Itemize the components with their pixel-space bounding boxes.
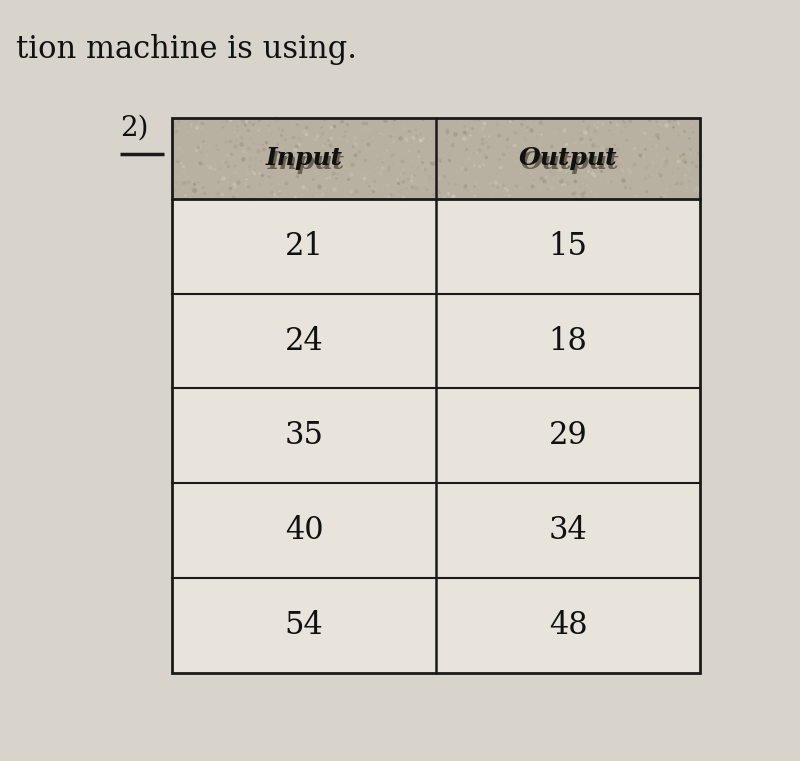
- Bar: [172, 118, 700, 199]
- Text: 35: 35: [285, 421, 323, 451]
- Text: 54: 54: [285, 610, 323, 642]
- Text: tion machine is using.: tion machine is using.: [16, 34, 357, 65]
- Text: 29: 29: [549, 421, 587, 451]
- Text: 34: 34: [549, 515, 587, 546]
- Text: 40: 40: [285, 515, 323, 546]
- Text: Input: Input: [268, 150, 345, 174]
- Bar: [172, 118, 700, 673]
- Text: Output: Output: [521, 150, 620, 174]
- Bar: [172, 118, 700, 673]
- Text: 18: 18: [549, 326, 587, 356]
- Text: 48: 48: [549, 610, 587, 642]
- Text: Input: Input: [266, 146, 342, 170]
- Text: 15: 15: [549, 231, 587, 262]
- Text: 2): 2): [120, 114, 149, 141]
- Text: 24: 24: [285, 326, 323, 356]
- Text: 21: 21: [285, 231, 323, 262]
- Text: Output: Output: [518, 146, 618, 170]
